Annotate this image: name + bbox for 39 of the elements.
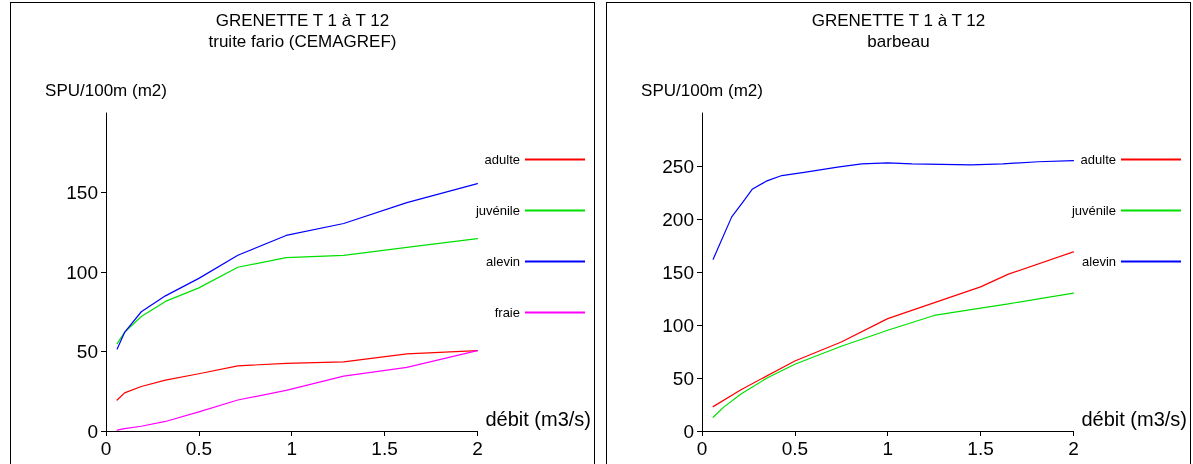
x-tick-label: 1: [882, 438, 893, 459]
y-axis-title: SPU/100m (m2): [641, 81, 763, 100]
chart-subtitle: truite fario (CEMAGREF): [208, 32, 397, 51]
legend-label: adulte: [1080, 152, 1116, 167]
line-series: [116, 350, 479, 431]
x-axis-title: débit (m3/s): [485, 408, 592, 430]
chart-subtitle: barbeau: [867, 32, 930, 51]
line-series: [116, 238, 479, 345]
y-tick-label: 150: [66, 182, 98, 203]
line-series: [712, 251, 1075, 408]
y-tick-label: 150: [662, 261, 694, 283]
x-tick-label: 1: [286, 438, 297, 459]
y-tick-label: 50: [76, 341, 98, 362]
x-tick-label: 0.5: [781, 438, 809, 459]
x-tick-label: 2: [472, 438, 483, 459]
legend-label: alevin: [486, 254, 520, 269]
legend-label: juvénile: [474, 203, 520, 218]
line-series: [712, 292, 1075, 418]
x-tick-label: 0.5: [185, 438, 213, 459]
legend-label: juvénile: [1070, 203, 1116, 218]
y-tick-label: 50: [672, 367, 694, 389]
legend-label: adulte: [484, 152, 520, 167]
x-tick-label: 1.5: [371, 438, 398, 459]
y-tick-label: 100: [66, 261, 98, 283]
chart-title: GRENETTE T 1 à T 12: [215, 11, 390, 30]
y-tick-label: 0: [683, 420, 694, 442]
y-tick-label: 0: [87, 420, 98, 442]
x-axis-title: débit (m3/s): [1081, 408, 1188, 430]
y-tick-label: 100: [662, 314, 694, 336]
legend-label: fraie: [494, 305, 520, 320]
chart-title: GRENETTE T 1 à T 12: [811, 11, 986, 30]
y-tick-label: 250: [662, 155, 694, 177]
x-tick-label: 2: [1068, 438, 1079, 459]
y-tick-label: 200: [662, 208, 694, 230]
y-axis-title: SPU/100m (m2): [45, 81, 167, 100]
x-tick-label: 1.5: [967, 438, 994, 459]
legend-label: alevin: [1082, 254, 1116, 269]
x-tick-label: 0: [696, 438, 708, 459]
x-tick-label: 0: [100, 438, 112, 459]
